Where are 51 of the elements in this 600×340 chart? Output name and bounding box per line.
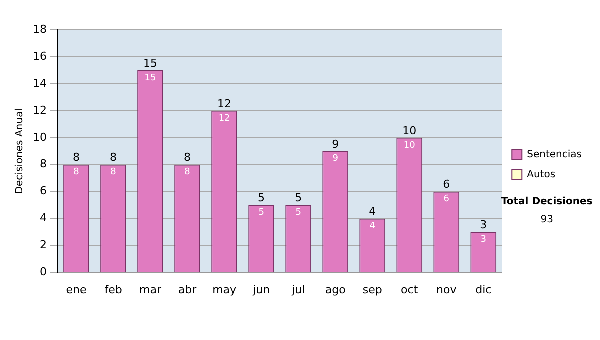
total-label: 10 [402, 124, 417, 138]
data-label: 8 [110, 168, 117, 178]
y-tick-label: 4 [40, 212, 47, 225]
total-label: 8 [110, 151, 118, 164]
total-label: 15 [144, 56, 158, 70]
x-tick-label: ene [66, 283, 87, 296]
text: 93 [540, 214, 554, 226]
data-label: 12 [218, 114, 230, 124]
x-tick-label: may [212, 283, 238, 296]
y-tick-label: 14 [32, 76, 47, 90]
x-tick-label: abr [178, 283, 198, 296]
data-label: 8 [74, 168, 80, 178]
total-label: 6 [443, 178, 450, 192]
data-label: 5 [258, 208, 264, 218]
legend-label: Sentencias [527, 150, 582, 161]
annotation: Total Decisiones [501, 196, 593, 208]
x-tick-label: dic [476, 283, 492, 296]
y-tick-label: 10 [32, 130, 47, 144]
total-label: 4 [369, 205, 376, 218]
y-tick-label: 16 [32, 50, 47, 63]
data-label: 8 [184, 168, 191, 178]
data-label: 10 [404, 140, 416, 151]
y-axis-title: Decisiones Anual [14, 108, 26, 194]
total-label: 8 [73, 151, 80, 164]
x-tick-label: mar [140, 283, 162, 296]
y-tick-label: 2 [40, 238, 47, 252]
y-tick-label: 18 [32, 22, 47, 36]
x-tick-label: nov [436, 283, 458, 296]
data-label: 5 [296, 208, 302, 218]
data-label: 4 [370, 222, 376, 232]
y-tick-label: 0 [40, 266, 47, 279]
x-tick-label: feb [104, 283, 122, 296]
data-label: 3 [480, 235, 486, 246]
y-tick-label: 12 [32, 104, 47, 117]
y-tick-label: 6 [40, 184, 47, 198]
x-tick-label: oct [401, 283, 419, 296]
x-tick-label: sep [362, 283, 382, 296]
x-tick-label: ago [325, 283, 346, 296]
total-label: 3 [480, 218, 488, 232]
data-label: 6 [444, 194, 450, 205]
legend-label: Autos [527, 170, 556, 181]
data-label: 9 [332, 154, 339, 164]
total-label: 9 [332, 138, 340, 151]
total-label: 8 [184, 151, 192, 164]
total-label: 5 [258, 192, 266, 205]
x-tick-label: jun [252, 283, 270, 296]
total-label: 12 [218, 97, 232, 110]
total-label: 5 [295, 192, 302, 205]
data-label: 15 [144, 73, 156, 84]
y-tick-label: 8 [40, 158, 47, 171]
x-tick-label: jul [291, 283, 306, 296]
